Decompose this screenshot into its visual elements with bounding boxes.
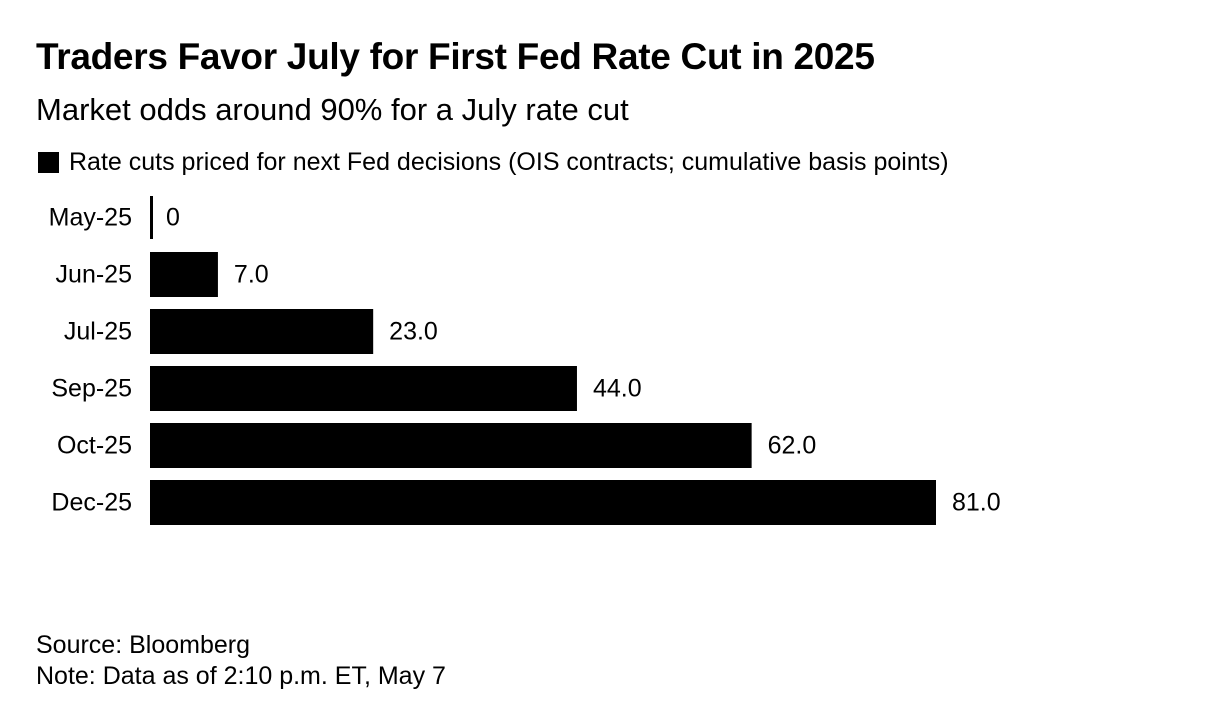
category-label: Jul-25 [64, 318, 132, 346]
value-label: 81.0 [952, 489, 1001, 517]
value-label: 0 [166, 204, 180, 232]
value-label: 23.0 [389, 318, 438, 346]
value-label: 44.0 [593, 375, 642, 403]
bar [150, 423, 752, 468]
chart-subtitle: Market odds around 90% for a July rate c… [36, 92, 629, 127]
legend: Rate cuts priced for next Fed decisions … [38, 148, 949, 177]
bar-chart: May-25 0 Jun-25 7.0 Jul-25 23.0 Sep-25 44.0 Oct-… [49, 196, 1001, 525]
category-label: Dec-25 [51, 489, 132, 517]
bar [150, 309, 374, 354]
data-note: Note: Data as of 2:10 p.m. ET, May 7 [36, 662, 446, 690]
legend-label: Rate cuts priced for next Fed decisions … [69, 148, 949, 176]
bar [150, 252, 218, 297]
category-label: Sep-25 [51, 375, 132, 403]
bar [150, 196, 153, 239]
chart-footer: Source: Bloomberg Note: Data as of 2:10 … [36, 630, 446, 692]
bar [150, 480, 936, 525]
category-label: May-25 [49, 204, 132, 232]
value-label: 62.0 [768, 432, 817, 460]
category-label: Oct-25 [57, 432, 132, 460]
bar [150, 366, 577, 411]
category-label: Jun-25 [56, 261, 132, 289]
chart-title: Traders Favor July for First Fed Rate Cu… [36, 36, 875, 77]
source-note: Source: Bloomberg [36, 631, 251, 659]
value-label: 7.0 [234, 261, 269, 289]
legend-swatch [38, 152, 59, 173]
